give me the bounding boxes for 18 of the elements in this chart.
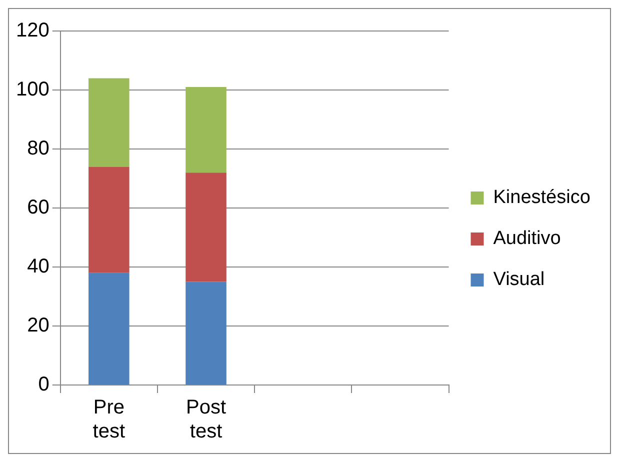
x-tick-label: Post test (186, 396, 226, 443)
x-tick-label: Pre test (92, 396, 126, 443)
bar (186, 172, 226, 282)
y-tick-label: 0 (38, 374, 50, 396)
bar (186, 87, 226, 173)
bar (88, 272, 130, 384)
y-tick-label: 100 (16, 78, 50, 101)
y-tick-label: 80 (27, 138, 50, 160)
y-tick-label: 120 (16, 20, 50, 42)
y-tick-label: 60 (27, 196, 50, 219)
bar (88, 78, 130, 167)
legend-label: Kinestésico (493, 187, 590, 208)
legend-label: Auditivo (493, 228, 561, 250)
legend-label: Visual (493, 269, 545, 290)
bar (186, 282, 226, 384)
bar (88, 166, 130, 273)
y-tick-label: 20 (27, 314, 50, 337)
y-tick-label: 40 (27, 256, 50, 278)
